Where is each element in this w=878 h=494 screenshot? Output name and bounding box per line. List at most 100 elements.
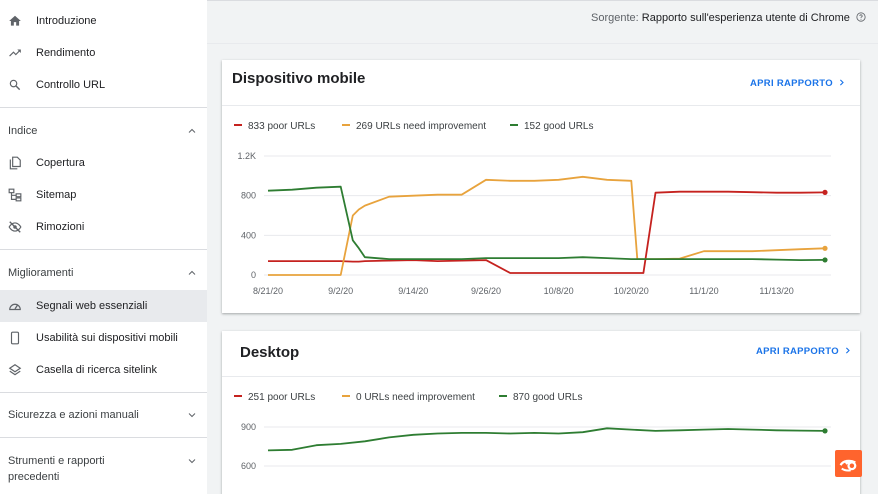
sidebar-item-introduzione[interactable]: Introduzione bbox=[0, 5, 207, 37]
chevron-right-icon bbox=[845, 347, 850, 354]
card-separator bbox=[222, 105, 860, 106]
sidebar-divider bbox=[0, 437, 207, 438]
legend-item-poor[interactable]: 251 poor URLs bbox=[234, 392, 315, 403]
legend-swatch bbox=[342, 395, 350, 397]
desktop-card: Desktop APRI RAPPORTO 251 poor URLs 0 UR… bbox=[222, 331, 860, 494]
x-tick-label: 11/13/20 bbox=[759, 286, 793, 296]
desktop-open-report-link[interactable]: APRI RAPPORTO bbox=[756, 346, 852, 357]
y-tick-label: 400 bbox=[241, 230, 256, 240]
legend-item-poor[interactable]: 833 poor URLs bbox=[234, 121, 315, 132]
legend-swatch bbox=[342, 124, 350, 126]
y-tick-label: 0 bbox=[251, 270, 256, 280]
sidebar-divider bbox=[0, 392, 207, 393]
series-end-point-needs-improvement bbox=[822, 245, 828, 251]
sidebar-item-casella-ricerca-sitelink[interactable]: Casella di ricerca sitelink bbox=[0, 354, 207, 386]
sidebar-item-rendimento[interactable]: Rendimento bbox=[0, 37, 207, 69]
chevron-right-icon bbox=[839, 79, 844, 86]
help-icon[interactable] bbox=[856, 12, 866, 22]
mobile-card: Dispositivo mobile APRI RAPPORTO 833 poo… bbox=[222, 60, 860, 313]
y-tick-label: 600 bbox=[241, 461, 256, 471]
mobile-card-title: Dispositivo mobile bbox=[232, 70, 366, 87]
section-title-line2: precedenti bbox=[8, 471, 60, 483]
sidebar-item-label: Rimozioni bbox=[36, 221, 85, 233]
y-tick-label: 800 bbox=[241, 191, 256, 201]
sidebar-item-label: Segnali web essenziali bbox=[36, 300, 148, 312]
sidebar-item-label: Usabilità sui dispositivi mobili bbox=[36, 332, 178, 344]
section-miglioramenti[interactable]: Miglioramenti bbox=[0, 267, 207, 281]
section-title: Miglioramenti bbox=[8, 267, 74, 279]
sidebar-item-rimozioni[interactable]: Rimozioni bbox=[0, 211, 207, 243]
sidebar-item-label: Sitemap bbox=[36, 189, 77, 201]
section-title: Indice bbox=[8, 125, 38, 137]
section-sicurezza[interactable]: Sicurezza e azioni manuali bbox=[0, 409, 207, 423]
series-line-needs-improvement bbox=[268, 175, 826, 276]
sidebar-divider bbox=[0, 249, 207, 250]
sidebar-item-label: Introduzione bbox=[36, 15, 97, 27]
sidebar-item-sitemap[interactable]: Sitemap bbox=[0, 179, 207, 211]
sidebar-item-label: Copertura bbox=[36, 157, 85, 169]
desktop-card-title: Desktop bbox=[240, 344, 300, 361]
source-label: Sorgente: bbox=[591, 12, 639, 24]
x-tick-label: 11/1/20 bbox=[689, 286, 718, 296]
home-icon bbox=[9, 15, 21, 26]
sidebar-divider bbox=[0, 107, 207, 108]
section-indice[interactable]: Indice bbox=[0, 125, 207, 139]
mobile-chart: 0 400 800 1.2K 8/21/20 9/2/20 9/14/20 9/26/20 10… bbox=[237, 151, 831, 296]
legend-swatch bbox=[510, 124, 518, 126]
sitemap-icon bbox=[8, 188, 22, 202]
legend-label: 152 good URLs bbox=[524, 121, 594, 132]
sidebar-item-segnali-web-essenziali[interactable]: Segnali web essenziali bbox=[0, 290, 207, 322]
chevron-down-icon bbox=[188, 413, 196, 418]
legend-swatch bbox=[499, 395, 507, 397]
legend-swatch bbox=[234, 395, 242, 397]
series-line-good bbox=[267, 427, 826, 452]
sidebar-item-controllo-url[interactable]: Controllo URL bbox=[0, 69, 207, 101]
semrush-badge[interactable] bbox=[835, 450, 862, 477]
file-copy-icon bbox=[9, 156, 21, 170]
desktop-open-report-label: APRI RAPPORTO bbox=[756, 346, 839, 357]
x-tick-label: 8/21/20 bbox=[253, 286, 283, 296]
mobile-open-report-label: APRI RAPPORTO bbox=[750, 78, 833, 89]
card-separator bbox=[222, 376, 860, 377]
series-line-poor bbox=[268, 190, 826, 274]
legend-item-needs-improvement[interactable]: 0 URLs need improvement bbox=[342, 392, 475, 403]
series-end-point-poor bbox=[822, 189, 828, 195]
legend-label: 0 URLs need improvement bbox=[356, 392, 475, 403]
x-tick-label: 10/8/20 bbox=[544, 286, 574, 296]
chevron-up-icon bbox=[188, 270, 196, 275]
trending-up-icon bbox=[9, 49, 21, 57]
x-tick-label: 10/20/20 bbox=[614, 286, 649, 296]
search-icon bbox=[9, 79, 21, 91]
sidebar-item-copertura[interactable]: Copertura bbox=[0, 147, 207, 179]
legend-label: 251 poor URLs bbox=[248, 392, 316, 403]
sidebar-item-usabilita-mobile[interactable]: Usabilità sui dispositivi mobili bbox=[0, 322, 207, 354]
series-line-good bbox=[267, 185, 826, 261]
legend-item-needs-improvement[interactable]: 269 URLs need improvement bbox=[342, 121, 486, 132]
series-end-point-good bbox=[822, 428, 828, 434]
legend-label: 269 URLs need improvement bbox=[356, 121, 487, 132]
legend-item-good[interactable]: 152 good URLs bbox=[510, 121, 594, 132]
visibility-off-icon bbox=[8, 221, 22, 233]
semrush-logo-icon bbox=[839, 459, 857, 472]
chevron-up-icon bbox=[188, 128, 196, 133]
legend-label: 833 poor URLs bbox=[248, 121, 316, 132]
header-separator bbox=[207, 43, 878, 44]
legend-item-good[interactable]: 870 good URLs bbox=[499, 392, 583, 403]
series-end-point-good bbox=[822, 257, 828, 263]
section-title: Sicurezza e azioni manuali bbox=[8, 409, 139, 421]
source-info: Sorgente: Rapporto sull'esperienza utent… bbox=[591, 12, 866, 24]
sidebar-item-label: Rendimento bbox=[36, 47, 96, 59]
sidebar-item-label: Controllo URL bbox=[36, 79, 106, 91]
source-value: Rapporto sull'esperienza utente di Chrom… bbox=[641, 12, 850, 24]
sidebar: Introduzione Rendimento Controllo URL In… bbox=[0, 0, 207, 494]
mobile-open-report-link[interactable]: APRI RAPPORTO bbox=[750, 78, 846, 89]
top-border bbox=[207, 0, 878, 1]
section-strumenti[interactable]: Strumenti e rapporti precedenti bbox=[0, 455, 207, 487]
x-tick-label: 9/2/20 bbox=[328, 286, 353, 296]
y-tick-label: 900 bbox=[241, 422, 256, 432]
section-title-line1: Strumenti e rapporti bbox=[8, 455, 105, 467]
speed-icon bbox=[9, 303, 21, 311]
sidebar-item-label: Casella di ricerca sitelink bbox=[36, 364, 158, 376]
x-tick-label: 9/26/20 bbox=[471, 286, 501, 296]
x-tick-label: 9/14/20 bbox=[398, 286, 428, 296]
